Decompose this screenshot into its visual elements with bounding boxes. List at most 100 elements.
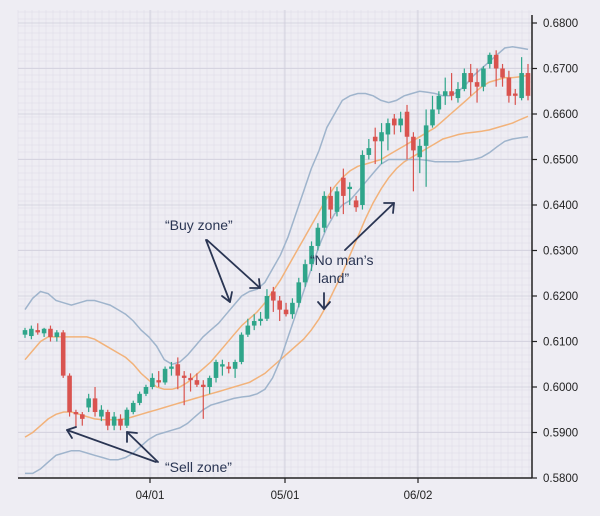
no-mans-land-label-line1: “No man’s (310, 252, 374, 268)
candle-down (118, 414, 123, 431)
candle-down (449, 73, 454, 101)
candle-up (360, 150, 365, 210)
x-tick-label: 06/02 (404, 490, 433, 502)
candle-up (309, 241, 314, 271)
lower-band-line (25, 136, 529, 475)
candle-up (430, 95, 435, 128)
grid-lines (17, 10, 532, 479)
y-tick-label: 0.6100 (543, 337, 578, 349)
candle-up (487, 52, 493, 69)
candle-up (290, 298, 295, 319)
candle-down (67, 373, 72, 417)
candle-down (181, 371, 187, 406)
candle-up (347, 182, 353, 205)
candle-down (391, 114, 397, 135)
y-tick-label: 0.6400 (543, 200, 578, 212)
candle-up (436, 91, 442, 114)
y-tick-label: 0.6600 (543, 109, 578, 121)
candle-up (398, 111, 403, 133)
candle-up (296, 277, 302, 308)
candle-down (226, 361, 232, 374)
buy-zone-arrow-2 (206, 239, 261, 289)
candle-down (353, 195, 359, 212)
candle-up (417, 139, 423, 174)
candle-up (22, 327, 28, 338)
candle-down (48, 325, 53, 342)
candle-up (334, 186, 340, 217)
y-tick-label: 0.6700 (543, 64, 578, 76)
y-tick-label: 0.6000 (543, 382, 578, 394)
candle-up (462, 68, 467, 92)
y-tick-label: 0.6300 (543, 246, 578, 258)
x-axis-ticks: 04/01 05/01 06/02 (136, 478, 433, 502)
candle-up (315, 223, 321, 251)
candle-down (277, 296, 282, 322)
buy-zone-arrowhead-2 (249, 278, 261, 289)
candle-up (302, 259, 308, 287)
candle-up (258, 311, 263, 326)
x-tick-label: 05/01 (271, 490, 300, 502)
candle-up (41, 327, 47, 337)
candle-up (137, 391, 142, 406)
annotations (66, 202, 395, 463)
candle-up (169, 361, 174, 376)
candle-up (99, 405, 104, 422)
no-mans-land-arrowhead-up (383, 202, 395, 214)
candle-down (506, 70, 512, 103)
y-tick-label: 0.5900 (543, 428, 578, 440)
y-tick-label: 0.6800 (543, 18, 578, 30)
candle-up (442, 77, 448, 105)
candle-up (519, 57, 524, 101)
no-mans-land-arrow-up (344, 202, 395, 251)
sell-zone-label: “Sell zone” (165, 459, 232, 475)
candle-down (525, 63, 531, 101)
no-mans-land-arrowhead-down (317, 301, 331, 310)
candle-up (423, 109, 429, 187)
candle-down (271, 286, 276, 312)
middle-band-line (24, 74, 529, 391)
band-lines (24, 45, 529, 475)
candle-down (493, 50, 499, 87)
candle-up (220, 359, 225, 376)
candle-down (283, 302, 289, 317)
candle-up (143, 384, 149, 397)
sell-zone-arrow-1 (66, 429, 157, 463)
candle-up (385, 118, 391, 151)
candle-down (188, 373, 193, 392)
candle-up (213, 359, 219, 383)
sell-zone-arrow-2 (126, 431, 159, 463)
y-tick-label: 0.6500 (543, 155, 578, 167)
candle-down (175, 357, 181, 390)
buy-zone-arrowhead-1 (221, 291, 233, 303)
no-mans-land-label-line2: land” (318, 270, 349, 286)
candle-down (328, 186, 333, 219)
candle-up (264, 289, 270, 322)
candle-down (200, 380, 206, 419)
candle-up (481, 66, 486, 92)
candle-down (468, 63, 473, 96)
candle-down (474, 68, 480, 103)
candle-down (35, 323, 41, 335)
candle-up (379, 123, 384, 165)
candle-down (194, 373, 200, 387)
candle-up (455, 82, 461, 103)
y-axis-ticks: 0.6800 0.6700 0.6600 0.6500 0.6400 0.6300 0.62… (532, 18, 578, 485)
ema-band-line (24, 115, 529, 438)
candle-up (124, 407, 130, 428)
candle-up (162, 366, 168, 385)
axes (18, 15, 533, 479)
candle-down (73, 409, 79, 428)
candle-down (60, 330, 66, 378)
candle-up (150, 373, 155, 390)
candle-down (372, 127, 378, 165)
candlesticks (22, 50, 531, 431)
candle-down (80, 412, 85, 426)
candle-down (105, 409, 111, 431)
candle-up (366, 139, 372, 160)
candle-up (251, 314, 257, 331)
candle-down (500, 63, 505, 87)
candle-down (341, 168, 346, 215)
candle-up (54, 330, 60, 342)
